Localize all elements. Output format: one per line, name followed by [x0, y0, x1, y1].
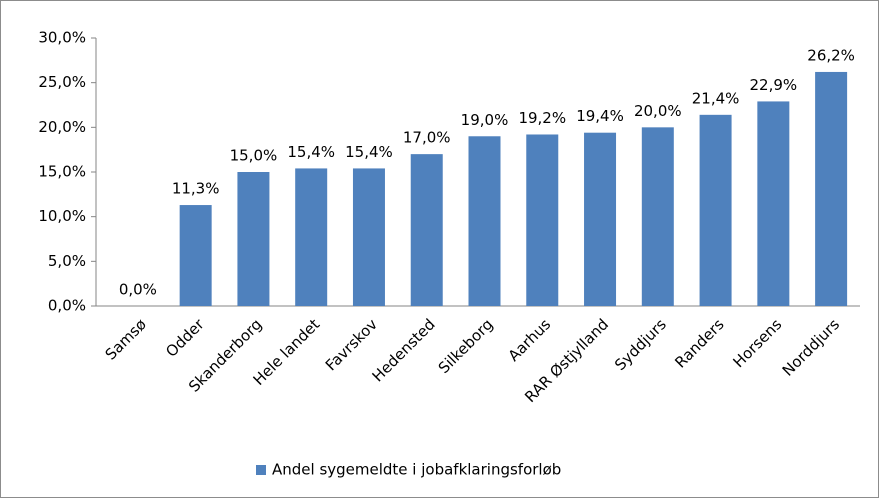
legend-swatch: [256, 465, 266, 475]
value-label: 17,0%: [403, 129, 451, 147]
bar: [179, 205, 212, 306]
bar: [295, 168, 328, 306]
value-label: 26,2%: [807, 46, 855, 64]
value-label: 15,4%: [345, 143, 393, 161]
value-label: 19,0%: [461, 111, 509, 129]
bar: [584, 132, 617, 306]
legend-label: Andel sygemeldte i jobafklaringsforløb: [272, 461, 561, 479]
y-tick-label: 0,0%: [48, 297, 86, 315]
value-label: 0,0%: [119, 281, 157, 299]
value-label: 19,4%: [576, 107, 624, 125]
y-tick-label: 15,0%: [38, 163, 86, 181]
bar: [815, 71, 848, 307]
bar: [410, 154, 443, 306]
bar: [468, 136, 501, 306]
y-tick-label: 30,0%: [38, 29, 86, 47]
value-label: 15,0%: [230, 147, 278, 165]
value-label: 19,2%: [518, 109, 566, 127]
y-tick-label: 5,0%: [48, 252, 86, 270]
bar: [757, 101, 790, 306]
value-label: 20,0%: [634, 102, 682, 120]
value-label: 21,4%: [692, 89, 740, 107]
bar: [526, 134, 559, 306]
y-tick-label: 25,0%: [38, 73, 86, 91]
bar: [237, 172, 270, 306]
y-tick-label: 10,0%: [38, 207, 86, 225]
bar: [699, 114, 732, 307]
value-label: 11,3%: [172, 180, 220, 198]
value-label: 22,9%: [750, 76, 798, 94]
bar: [641, 127, 674, 306]
bar: [352, 168, 385, 306]
y-tick-label: 20,0%: [38, 118, 86, 136]
value-label: 15,4%: [287, 143, 335, 161]
